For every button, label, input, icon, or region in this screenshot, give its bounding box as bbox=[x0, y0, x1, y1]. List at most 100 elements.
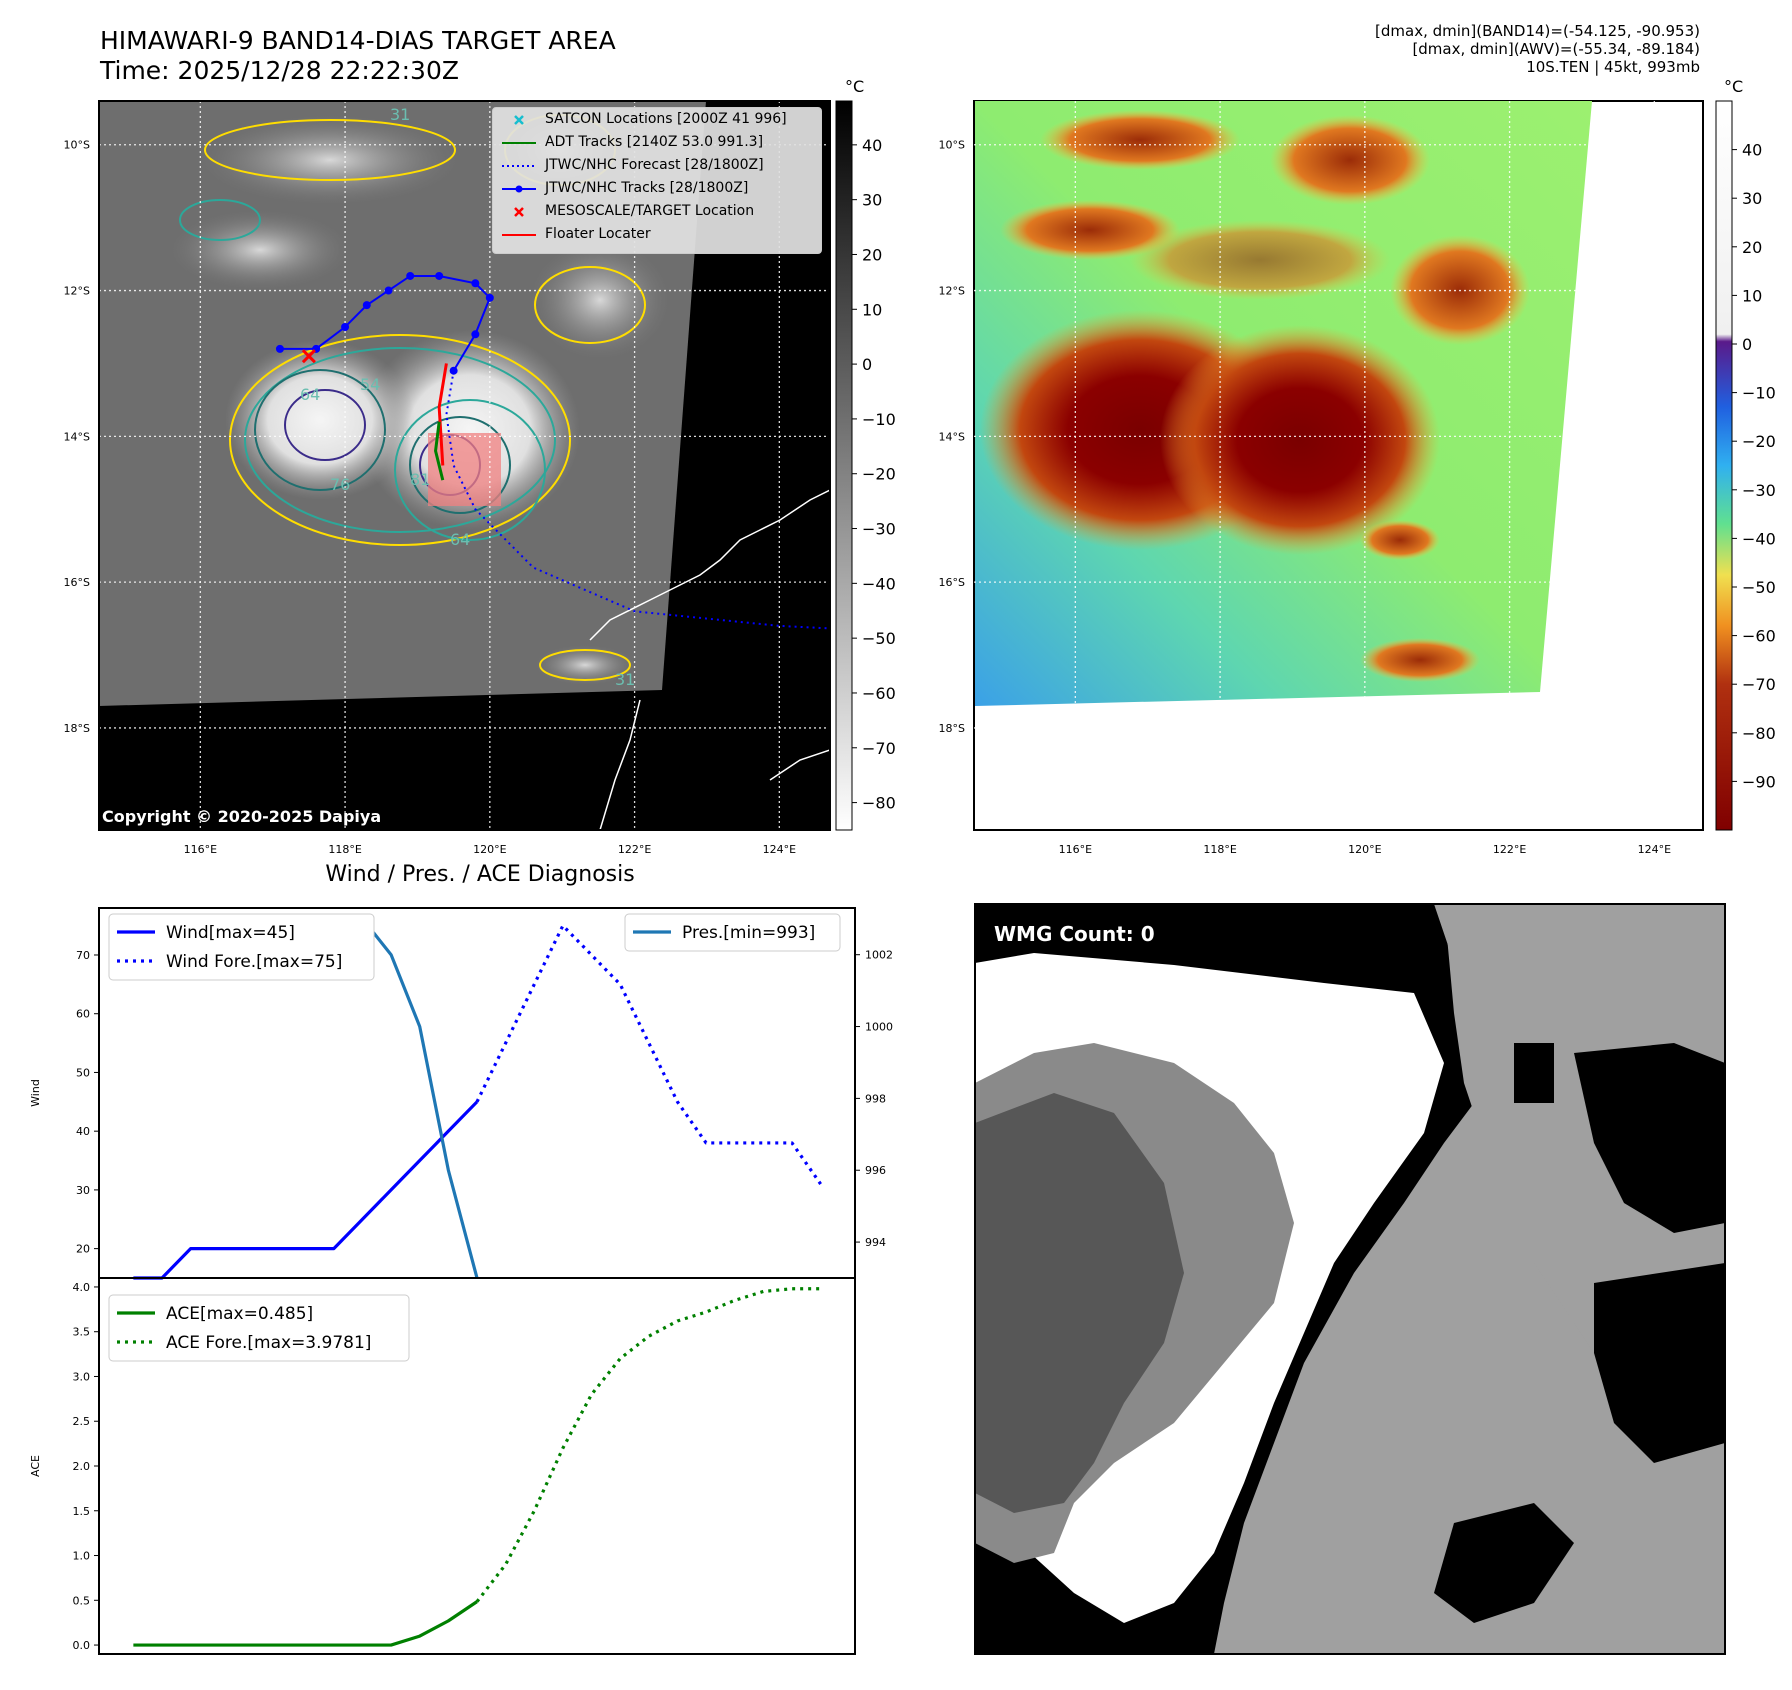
series-line bbox=[133, 1100, 479, 1280]
legend-marker-dot bbox=[515, 185, 523, 192]
legend-label: SATCON Locations [2000Z 41 996] bbox=[545, 111, 787, 127]
colorbar-tick-label: −60 bbox=[862, 684, 896, 703]
jtwc-track-point bbox=[485, 293, 494, 302]
y-tick-label: 2.5 bbox=[73, 1415, 91, 1428]
ace-chart: 4.0 3.5 3.0 2.5 2.0 1.5 1.0 0.5 0.0 ACE ACE[max=0.… bbox=[29, 1277, 856, 1655]
y-tick-label: 50 bbox=[76, 1066, 90, 1079]
contour-label: 31 bbox=[615, 670, 635, 689]
colorbar-tick-label: −20 bbox=[1742, 432, 1776, 451]
jtwc-track-point bbox=[384, 286, 393, 295]
legend-item: JTWC/NHC Tracks [28/1800Z] bbox=[493, 177, 821, 200]
right-colorbar: °C 40 30 20 10 0 −10 −20 −30 −40 −50 −60 −70 −80 −90 bbox=[1715, 80, 1776, 831]
lat-tick-label: 12°S bbox=[64, 285, 90, 298]
colorbar-tick-label: −70 bbox=[862, 739, 896, 758]
colorbar-tick-label: −10 bbox=[862, 410, 896, 429]
series-line bbox=[475, 924, 822, 1185]
jtwc-track-point bbox=[435, 271, 444, 280]
wmg-panel bbox=[974, 903, 1726, 1655]
jtwc-track-point bbox=[275, 344, 284, 353]
chart-legend-label: Wind[max=45] bbox=[166, 923, 295, 943]
adt-track-line bbox=[434, 421, 445, 481]
contour-label: 54 bbox=[360, 375, 380, 394]
wmg-region-black bbox=[1434, 1503, 1574, 1623]
colorbar-tick-label: −40 bbox=[1742, 529, 1776, 548]
legend-marker-x bbox=[514, 206, 524, 217]
legend-item: Floater Locater bbox=[493, 223, 821, 246]
wmg-region-dark bbox=[975, 1093, 1184, 1513]
wmg-grid bbox=[975, 904, 1725, 1654]
legend-label: Floater Locater bbox=[545, 226, 651, 242]
lat-tick-label: 14°S bbox=[939, 430, 965, 443]
legend-label: MESOSCALE/TARGET Location bbox=[545, 203, 755, 219]
y-right-tick-label: 1000 bbox=[865, 1021, 893, 1034]
y-tick-label: 2.0 bbox=[73, 1460, 91, 1473]
jtwc-track-point bbox=[471, 279, 480, 288]
y-tick-label: 30 bbox=[76, 1184, 90, 1197]
lon-tick-label: 118°E bbox=[1203, 843, 1236, 856]
wmg-region-black bbox=[1514, 1043, 1554, 1103]
colorbar-tick-label: −50 bbox=[1742, 578, 1776, 597]
colorbar-tick-label: 10 bbox=[1742, 286, 1762, 305]
y-axis-label: ACE bbox=[29, 1455, 42, 1477]
colorbar-tick-label: −90 bbox=[1742, 772, 1776, 791]
figure-title: HIMAWARI-9 BAND14-DIAS TARGET AREA Time:… bbox=[100, 26, 616, 86]
legend-swatch bbox=[502, 185, 536, 192]
lat-tick-label: 10°S bbox=[64, 139, 90, 152]
diagnosis-title: Wind / Pres. / ACE Diagnosis bbox=[325, 862, 635, 887]
y-tick-label: 0.5 bbox=[73, 1594, 91, 1607]
y-tick-label: 1.5 bbox=[73, 1505, 91, 1518]
y-tick-label: 20 bbox=[76, 1243, 90, 1256]
colorbar-tick-label: 40 bbox=[1742, 141, 1762, 160]
title-line-2: Time: 2025/12/28 22:22:30Z bbox=[100, 56, 459, 85]
colorbar-tick-label: −50 bbox=[862, 629, 896, 648]
chart-legend-label: ACE[max=0.485] bbox=[166, 1304, 313, 1324]
coastline bbox=[589, 489, 830, 830]
contour-label: 81 bbox=[410, 470, 430, 489]
wind-pressure-chart: 706050403020Wind10021000998996994Pressur… bbox=[29, 907, 893, 1280]
y-tick-label: 70 bbox=[76, 949, 90, 962]
copyright: Copyright © 2020-2025 Dapiya bbox=[102, 807, 382, 826]
map-legend: SATCON Locations [2000Z 41 996] ADT Track… bbox=[492, 107, 822, 254]
lon-tick-label: 122°E bbox=[618, 843, 651, 856]
lon-tick-label: 120°E bbox=[473, 843, 506, 856]
contour-label: 64 bbox=[300, 385, 320, 404]
jtwc-track-point bbox=[449, 366, 458, 375]
colorbar-tick-label: 10 bbox=[862, 300, 882, 319]
colorbar-tick-label: −70 bbox=[1742, 675, 1776, 694]
chart-legend-box bbox=[624, 913, 841, 952]
map-axis-labels: 10°S 12°S 14°S 16°S 18°S 116°E 118°E 120°E 122°E… bbox=[939, 139, 1672, 856]
chart-legend-label: ACE Fore.[max=3.9781] bbox=[166, 1333, 371, 1353]
lon-tick-label: 116°E bbox=[1059, 843, 1092, 856]
legend-item: ADT Tracks [2140Z 53.0 991.3] bbox=[493, 131, 821, 154]
y-tick-label: 40 bbox=[76, 1125, 90, 1138]
lon-tick-label: 124°E bbox=[1638, 843, 1671, 856]
jtwc-track-point bbox=[471, 330, 480, 339]
colorbar-tick-label: −40 bbox=[862, 574, 896, 593]
wmg-region-black bbox=[1594, 1263, 1725, 1463]
legend-swatch bbox=[514, 206, 524, 217]
y-tick-label: 0.0 bbox=[73, 1639, 91, 1652]
colorbar-tick-label: 20 bbox=[1742, 238, 1762, 257]
jtwc-track-point bbox=[362, 301, 371, 310]
info-line-3: 10S.TEN | 45kt, 993mb bbox=[1526, 58, 1700, 76]
y-right-tick-label: 1002 bbox=[865, 949, 893, 962]
lat-tick-label: 16°S bbox=[64, 576, 90, 589]
lon-tick-label: 124°E bbox=[763, 843, 796, 856]
y-tick-label: 60 bbox=[76, 1008, 90, 1021]
y-tick-label: 3.0 bbox=[73, 1370, 91, 1383]
lat-tick-label: 10°S bbox=[939, 139, 965, 152]
left-colorbar: °C 40 30 20 10 0 −10 −20 −30 −40 −50 −60 −70 −80 bbox=[835, 80, 896, 831]
legend-item: MESOSCALE/TARGET Location bbox=[493, 200, 821, 223]
legend-swatch bbox=[502, 164, 536, 167]
contour-label: 64 bbox=[450, 530, 470, 549]
wmg-region-black bbox=[1574, 1043, 1725, 1233]
legend-item: JTWC/NHC Forecast [28/1800Z] bbox=[493, 154, 821, 177]
lat-tick-label: 14°S bbox=[64, 430, 90, 443]
jtwc-track-point bbox=[341, 322, 350, 331]
legend-label: ADT Tracks [2140Z 53.0 991.3] bbox=[545, 134, 764, 150]
graticule bbox=[974, 101, 1705, 830]
lon-tick-label: 118°E bbox=[328, 843, 361, 856]
y-tick-label: 4.0 bbox=[73, 1281, 91, 1294]
map-axis-labels: 10°S 12°S 14°S 16°S 18°S 116°E 118°E 120°E 122°E… bbox=[64, 139, 797, 856]
colorbar-tick-label: 0 bbox=[1742, 335, 1752, 354]
